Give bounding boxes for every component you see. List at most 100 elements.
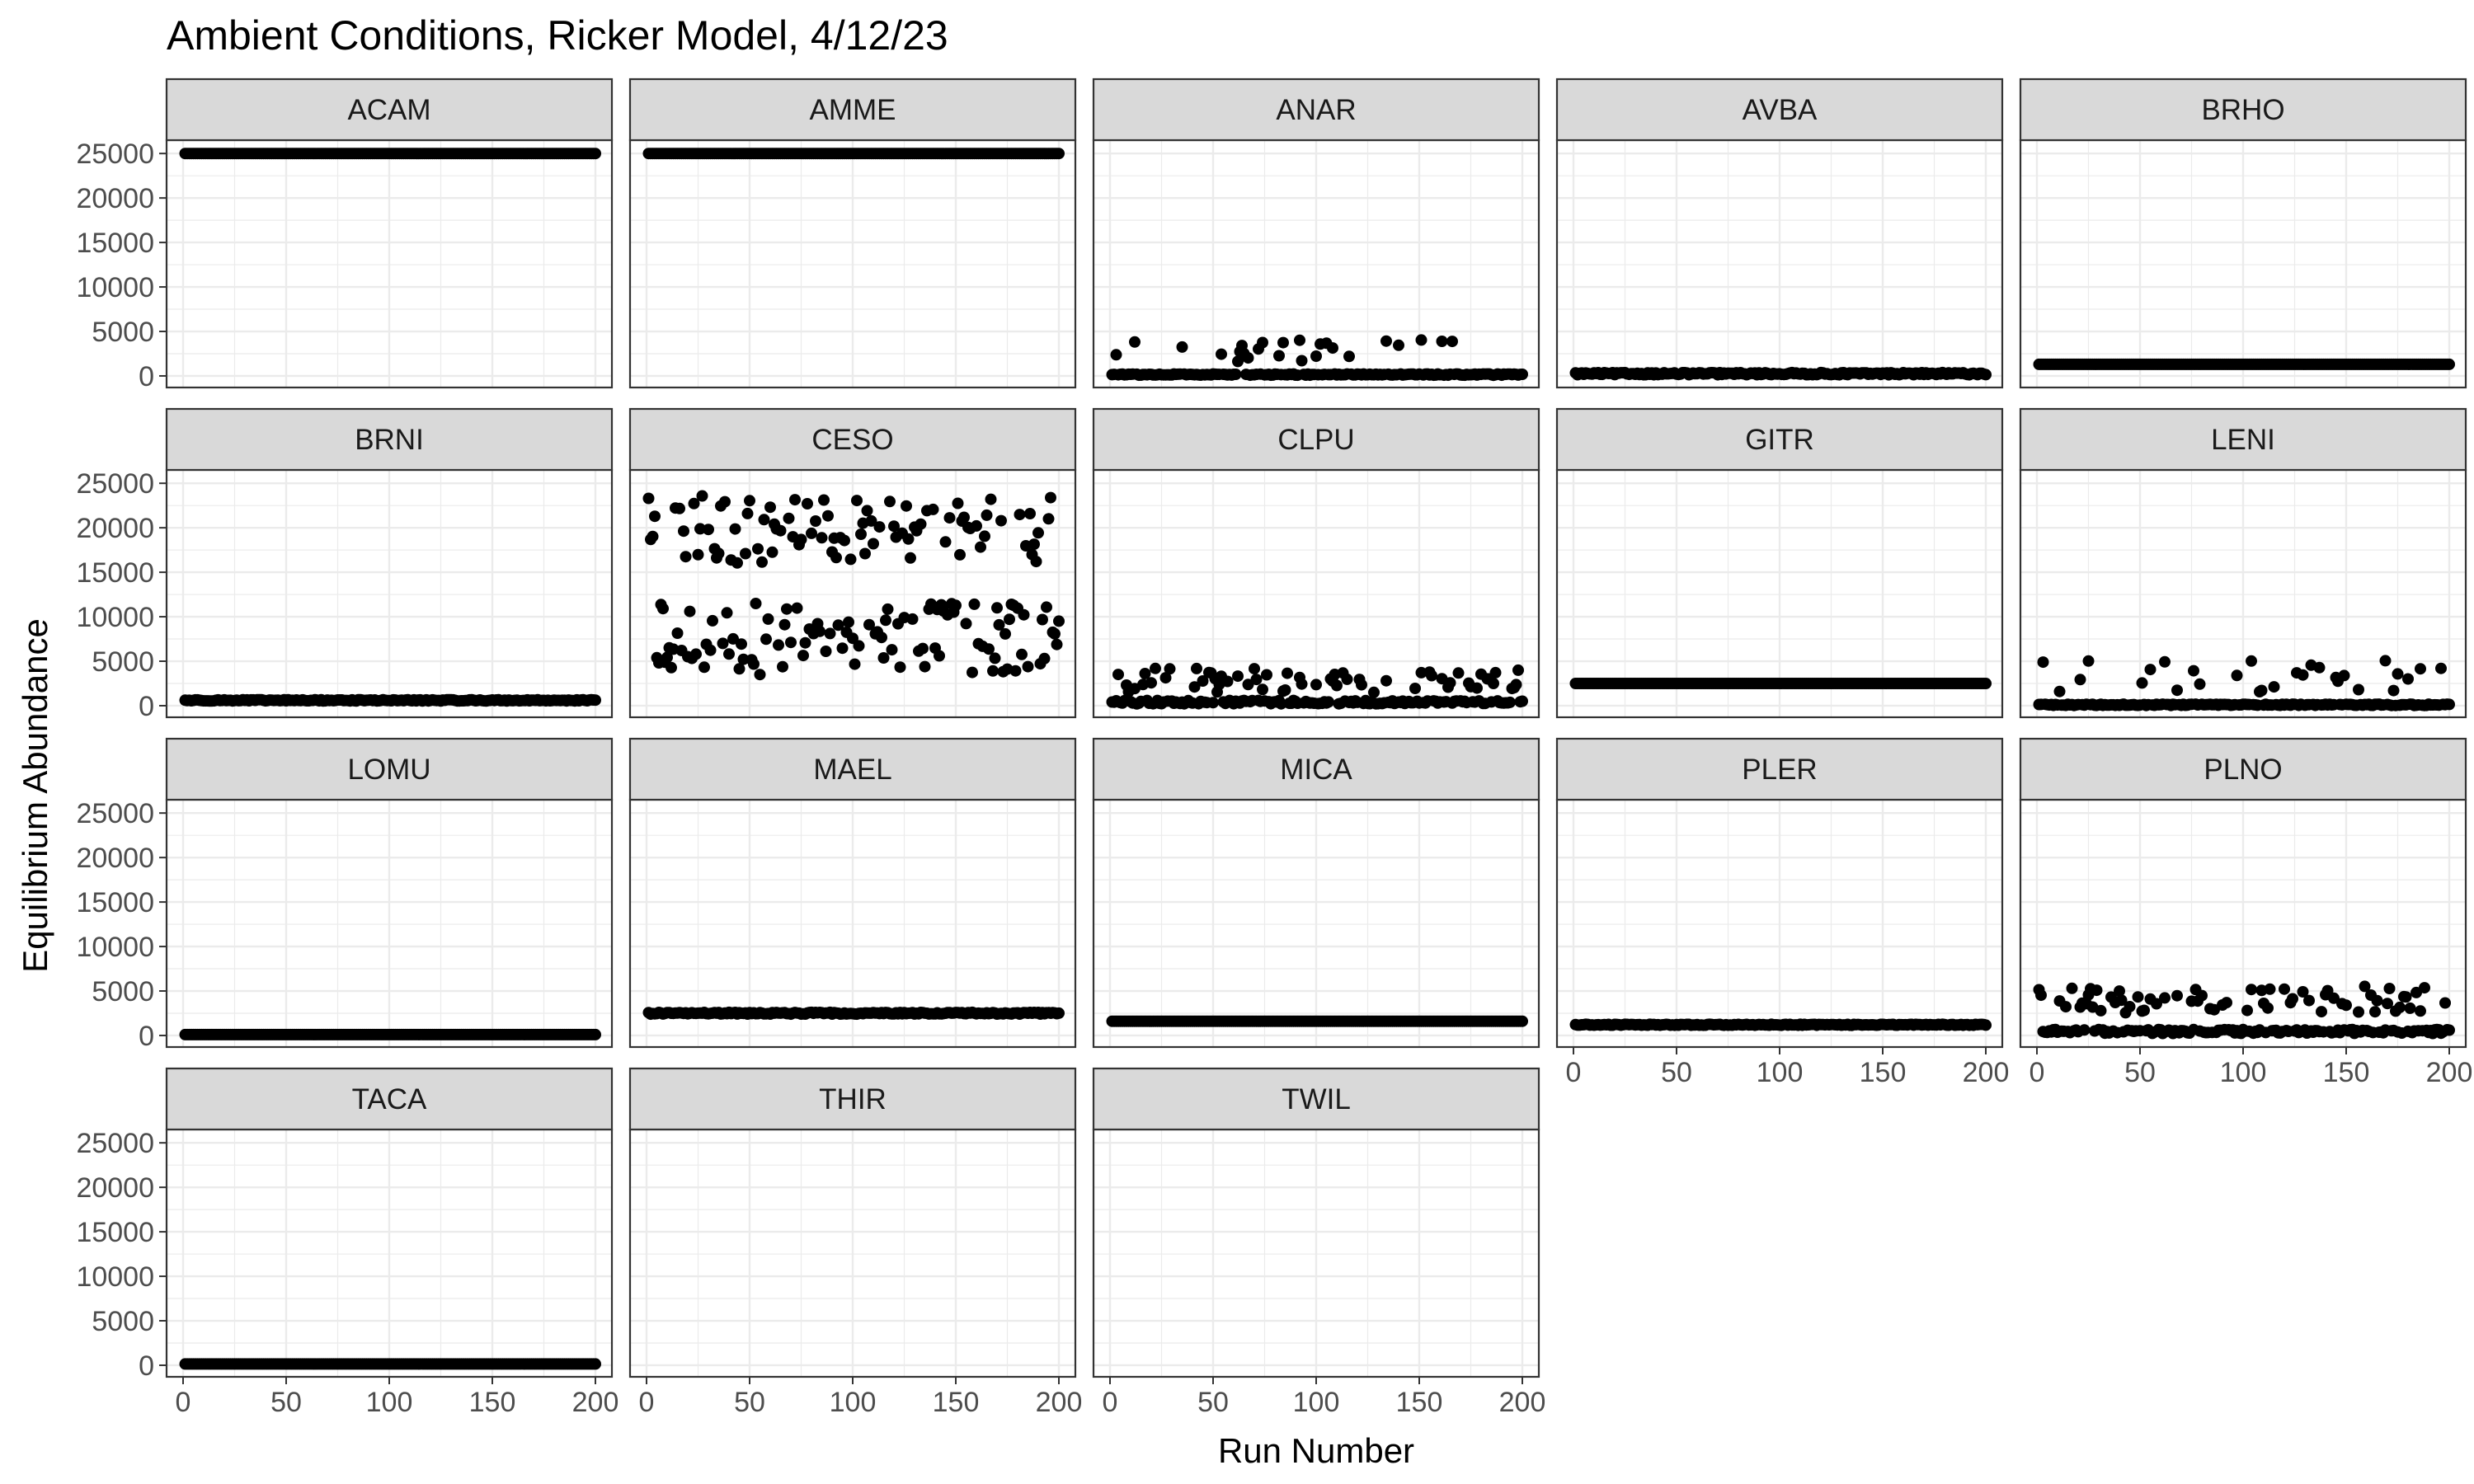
- data-point: [882, 603, 894, 615]
- facet-strip-label: ANAR: [1276, 94, 1356, 126]
- data-point: [703, 524, 714, 536]
- data-point: [2194, 678, 2206, 690]
- panel-gridlines: [630, 800, 1075, 1047]
- data-point: [2328, 992, 2340, 1004]
- data-point: [1368, 686, 1380, 698]
- facet-panel-mael: MAEL: [628, 737, 1077, 1049]
- data-point: [2297, 986, 2309, 998]
- y-tick-label: 25000: [76, 468, 154, 500]
- y-tick-label: 5000: [92, 646, 154, 678]
- facet-strip-label: AMME: [810, 94, 896, 126]
- data-point: [2091, 984, 2103, 997]
- data-point: [590, 1028, 601, 1040]
- data-point: [880, 614, 891, 627]
- y-tick-label: 15000: [76, 887, 154, 918]
- data-point: [1004, 613, 1015, 626]
- data-point: [2035, 989, 2047, 1002]
- x-axis-title: Run Number: [1218, 1431, 1414, 1470]
- facet-panel-acam: ACAM 0 5000 10000 15000 20000 25000: [76, 77, 614, 392]
- panel-points: [179, 1358, 601, 1370]
- y-tick-label: 10000: [76, 932, 154, 963]
- data-point: [810, 515, 821, 527]
- y-tick-label: 20000: [76, 513, 154, 544]
- data-point: [785, 636, 797, 649]
- data-point: [1980, 369, 1992, 381]
- facet-panel-pler: PLER 0 50 100 150 200: [1555, 737, 2010, 1088]
- data-point: [2095, 1004, 2107, 1017]
- y-tick-label: 15000: [76, 557, 154, 589]
- facet-panel-lomu: LOMU 0 5000 10000 15000 20000 25000: [76, 737, 614, 1052]
- data-point: [902, 533, 915, 545]
- data-point: [1277, 336, 1289, 349]
- data-point: [2231, 669, 2243, 682]
- y-tick-label: 5000: [92, 1306, 154, 1337]
- y-tick-label: 20000: [76, 183, 154, 214]
- data-point: [2353, 683, 2364, 696]
- data-point: [1343, 350, 1355, 363]
- data-point: [1024, 508, 1036, 519]
- data-point: [777, 660, 788, 673]
- data-point: [2297, 669, 2309, 681]
- data-point: [830, 552, 842, 564]
- facet-panel-brni: BRNI 0 5000 10000 15000 20000 25000: [76, 407, 614, 722]
- data-point: [2443, 1024, 2455, 1036]
- x-tick-label: 100: [1757, 1057, 1804, 1088]
- data-point: [2371, 994, 2383, 1007]
- data-point: [993, 618, 1005, 631]
- x-tick-label: 50: [270, 1387, 302, 1418]
- data-point: [849, 658, 861, 670]
- data-point: [989, 652, 1001, 665]
- facet-strip: [2019, 77, 2467, 142]
- data-point: [723, 648, 735, 660]
- data-point: [1216, 348, 1227, 360]
- x-tick-label: 200: [1963, 1057, 2010, 1088]
- data-point: [707, 614, 718, 627]
- panel-points: [1569, 366, 1992, 381]
- y-tick-label: 5000: [92, 976, 154, 1007]
- data-point: [2404, 1002, 2416, 1014]
- data-point: [766, 546, 778, 558]
- panel-points: [642, 1006, 1065, 1021]
- data-point: [2379, 655, 2392, 667]
- data-point: [1159, 672, 1172, 684]
- facet-strip: [165, 407, 614, 472]
- data-point: [2443, 358, 2455, 370]
- data-point: [954, 548, 966, 561]
- y-tick-label: 0: [139, 1021, 154, 1052]
- data-point: [1380, 674, 1392, 687]
- data-point: [2443, 698, 2455, 711]
- data-point: [642, 492, 655, 505]
- data-point: [2114, 985, 2125, 998]
- panel-gridlines: [1557, 140, 2002, 387]
- x-tick-label: 0: [1566, 1057, 1582, 1088]
- data-point: [2066, 982, 2078, 994]
- data-point: [1041, 601, 1052, 613]
- data-point: [773, 639, 784, 651]
- data-point: [1191, 662, 1202, 674]
- data-point: [991, 602, 1003, 614]
- data-point: [762, 613, 774, 625]
- data-point: [1042, 513, 1055, 525]
- data-point: [1129, 336, 1141, 348]
- data-point: [729, 523, 741, 535]
- facet-panel-amme: AMME: [628, 77, 1077, 389]
- data-point: [865, 514, 877, 527]
- panel-points: [179, 693, 601, 707]
- panel-points: [179, 148, 601, 160]
- x-tick-label: 100: [2220, 1057, 2267, 1088]
- data-point: [690, 648, 702, 660]
- facet-strip: [165, 77, 614, 142]
- data-point: [1051, 638, 1063, 650]
- data-point: [1393, 339, 1404, 351]
- panel-points: [2033, 655, 2455, 711]
- data-point: [2151, 998, 2162, 1010]
- data-point: [1415, 666, 1427, 679]
- data-point: [1242, 679, 1254, 691]
- y-tick-label: 25000: [76, 798, 154, 829]
- chart-title: Ambient Conditions, Ricker Model, 4/12/2…: [167, 12, 948, 59]
- data-point: [799, 636, 811, 649]
- data-point: [853, 640, 865, 652]
- data-point: [1242, 352, 1254, 364]
- data-point: [774, 524, 787, 537]
- data-point: [886, 644, 898, 656]
